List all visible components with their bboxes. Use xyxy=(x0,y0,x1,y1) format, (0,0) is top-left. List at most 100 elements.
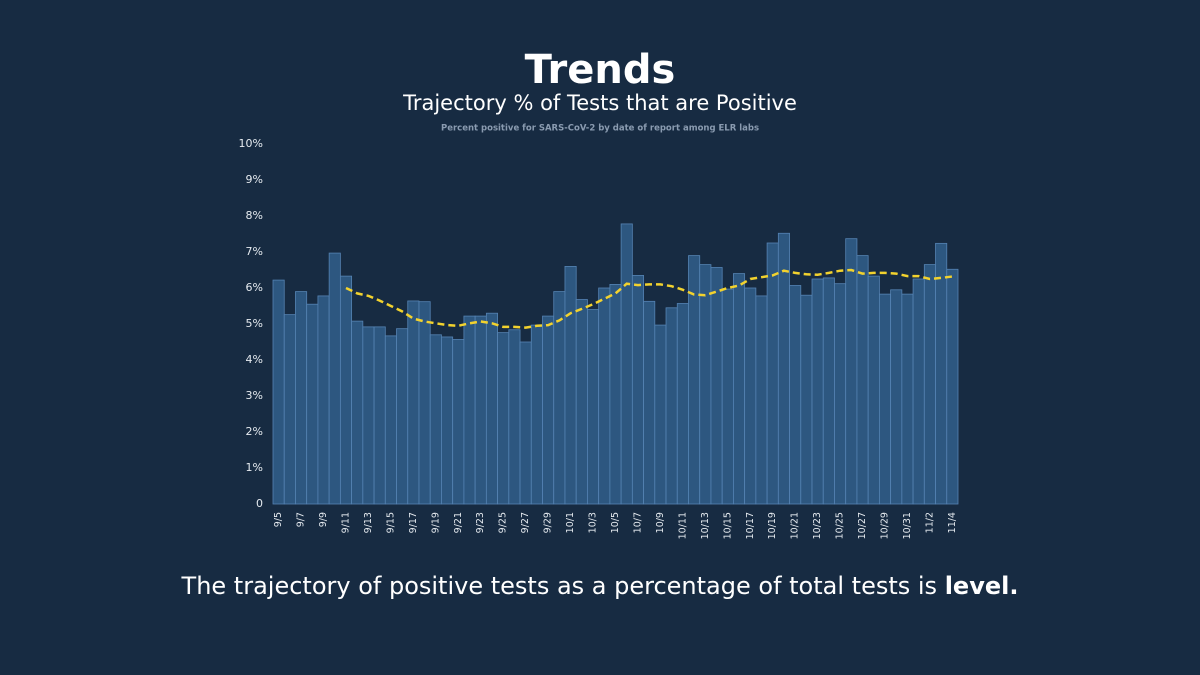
x-tick-label: 9/17 xyxy=(408,512,419,533)
x-tick-label: 9/21 xyxy=(453,512,464,533)
bar xyxy=(452,339,465,505)
caption: The trajectory of positive tests as a pe… xyxy=(0,572,1200,600)
bar xyxy=(587,309,600,505)
x-tick-label: 10/3 xyxy=(588,512,599,533)
bar xyxy=(519,341,532,505)
x-tick-label: 10/17 xyxy=(745,512,756,539)
y-tick-label: 3% xyxy=(246,389,263,402)
bar xyxy=(384,335,397,505)
x-tick-label: 9/9 xyxy=(318,512,329,527)
y-tick-label: 2% xyxy=(246,425,263,438)
bar xyxy=(643,300,656,505)
bar xyxy=(283,314,296,505)
bar xyxy=(553,291,566,505)
bar xyxy=(530,324,543,505)
bar xyxy=(777,232,790,505)
bar xyxy=(755,295,768,505)
x-tick-label: 9/19 xyxy=(430,512,441,533)
bar xyxy=(654,324,667,505)
bar xyxy=(620,223,633,505)
y-tick-label: 6% xyxy=(246,281,263,294)
bar xyxy=(923,264,936,505)
x-tick-label: 9/29 xyxy=(543,512,554,533)
bar xyxy=(878,293,892,505)
bar xyxy=(441,336,454,505)
bar xyxy=(396,328,409,505)
x-tick-label: 10/11 xyxy=(677,512,688,539)
x-tick-label: 10/15 xyxy=(722,512,733,539)
bar xyxy=(789,285,802,505)
bar xyxy=(800,294,813,505)
caption-text: The trajectory of positive tests as a pe… xyxy=(181,572,945,600)
bar xyxy=(676,303,689,505)
bar xyxy=(901,293,914,505)
bar xyxy=(744,287,757,505)
x-tick-label: 9/13 xyxy=(363,512,374,533)
bar xyxy=(710,267,723,505)
x-tick-label: 9/25 xyxy=(498,512,509,533)
x-tick-label: 10/1 xyxy=(565,512,576,533)
x-tick-label: 9/11 xyxy=(340,512,351,533)
x-tick-label: 10/27 xyxy=(857,512,868,539)
bar xyxy=(575,299,588,505)
bar xyxy=(912,278,925,505)
bar xyxy=(508,329,521,505)
x-tick-label: 10/23 xyxy=(812,512,823,539)
y-tick-label: 7% xyxy=(246,245,263,258)
x-tick-label: 10/5 xyxy=(610,512,621,533)
bar xyxy=(351,320,364,505)
bar xyxy=(362,326,375,505)
bar xyxy=(295,291,308,505)
trend-line xyxy=(345,268,953,329)
x-tick-label: 9/27 xyxy=(520,512,531,533)
bar xyxy=(328,252,341,505)
y-tick-label: 4% xyxy=(246,353,263,366)
y-tick-label: 5% xyxy=(246,317,263,330)
bar xyxy=(463,315,476,505)
x-tick-label: 10/13 xyxy=(700,512,711,539)
bar xyxy=(721,288,734,505)
bar xyxy=(946,268,959,505)
x-tick-label: 10/29 xyxy=(880,512,891,539)
bar xyxy=(699,264,712,505)
bar xyxy=(890,289,903,505)
bar xyxy=(665,307,678,505)
bar xyxy=(418,301,431,505)
bar xyxy=(867,275,880,505)
x-tick-label: 10/9 xyxy=(655,512,666,533)
bar xyxy=(317,295,330,505)
x-tick-label: 11/4 xyxy=(947,512,958,533)
bar xyxy=(733,273,746,505)
bar xyxy=(845,238,858,505)
bar xyxy=(485,312,498,505)
x-tick-label: 10/31 xyxy=(902,512,913,539)
bar xyxy=(811,278,824,505)
bar xyxy=(272,279,285,505)
bar xyxy=(609,283,622,505)
bar xyxy=(339,275,353,505)
y-tick-label: 0 xyxy=(256,497,263,510)
x-tick-label: 11/2 xyxy=(924,512,935,533)
x-tick-label: 10/7 xyxy=(632,512,643,533)
bar xyxy=(373,326,386,505)
chart-subtitle: Trajectory % of Tests that are Positive xyxy=(402,91,797,115)
bar xyxy=(766,242,779,505)
bar xyxy=(822,277,835,505)
x-tick-label: 9/15 xyxy=(385,512,396,533)
x-tick-label: 9/7 xyxy=(296,512,307,527)
y-tick-label: 10% xyxy=(239,137,263,150)
bar xyxy=(631,274,644,505)
y-tick-label: 8% xyxy=(246,209,263,222)
x-tick-label: 10/21 xyxy=(790,512,801,539)
chart: Trends Trajectory % of Tests that are Po… xyxy=(239,47,959,539)
chart-title: Trends xyxy=(525,47,676,93)
x-tick-label: 9/5 xyxy=(273,512,284,527)
bar xyxy=(474,315,487,505)
x-tick-label: 9/23 xyxy=(475,512,486,533)
bar xyxy=(598,287,611,505)
x-tick-label: 10/25 xyxy=(835,512,846,539)
bar xyxy=(306,303,319,505)
caption-emphasis: level. xyxy=(944,572,1019,600)
bar xyxy=(542,315,555,505)
